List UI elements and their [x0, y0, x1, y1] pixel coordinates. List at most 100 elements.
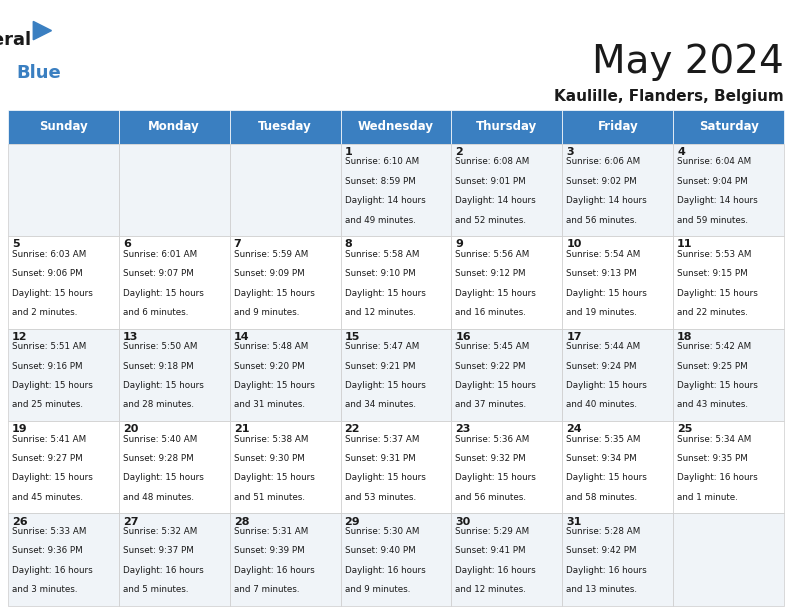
Text: Sunrise: 5:35 AM: Sunrise: 5:35 AM: [566, 435, 641, 444]
Text: Sunrise: 5:30 AM: Sunrise: 5:30 AM: [345, 527, 419, 536]
Text: Sunrise: 5:37 AM: Sunrise: 5:37 AM: [345, 435, 419, 444]
Text: and 52 minutes.: and 52 minutes.: [455, 215, 527, 225]
Text: and 7 minutes.: and 7 minutes.: [234, 585, 299, 594]
Text: Daylight: 16 hours: Daylight: 16 hours: [566, 565, 647, 575]
Text: Sunrise: 5:36 AM: Sunrise: 5:36 AM: [455, 435, 530, 444]
Text: 30: 30: [455, 517, 470, 526]
Text: Sunrise: 6:10 AM: Sunrise: 6:10 AM: [345, 157, 419, 166]
Text: and 40 minutes.: and 40 minutes.: [566, 400, 638, 409]
Text: Daylight: 14 hours: Daylight: 14 hours: [345, 196, 425, 205]
Text: Sunset: 9:07 PM: Sunset: 9:07 PM: [123, 269, 193, 278]
Text: and 28 minutes.: and 28 minutes.: [123, 400, 194, 409]
Text: Sunrise: 5:33 AM: Sunrise: 5:33 AM: [12, 527, 86, 536]
Text: Monday: Monday: [148, 121, 200, 133]
Text: 8: 8: [345, 239, 352, 249]
Text: Sunset: 9:32 PM: Sunset: 9:32 PM: [455, 454, 526, 463]
Text: Daylight: 15 hours: Daylight: 15 hours: [455, 288, 536, 297]
Text: Daylight: 15 hours: Daylight: 15 hours: [123, 473, 204, 482]
Text: and 9 minutes.: and 9 minutes.: [234, 308, 299, 317]
Text: Sunset: 9:42 PM: Sunset: 9:42 PM: [566, 547, 637, 555]
Text: Sunset: 9:28 PM: Sunset: 9:28 PM: [123, 454, 193, 463]
Text: 26: 26: [12, 517, 28, 526]
Text: 1: 1: [345, 147, 352, 157]
Text: Daylight: 15 hours: Daylight: 15 hours: [566, 473, 647, 482]
Text: and 12 minutes.: and 12 minutes.: [455, 585, 526, 594]
Text: Daylight: 15 hours: Daylight: 15 hours: [566, 381, 647, 390]
Text: and 5 minutes.: and 5 minutes.: [123, 585, 188, 594]
Text: Daylight: 16 hours: Daylight: 16 hours: [123, 565, 204, 575]
Text: and 13 minutes.: and 13 minutes.: [566, 585, 638, 594]
Text: and 31 minutes.: and 31 minutes.: [234, 400, 305, 409]
Text: Sunset: 9:18 PM: Sunset: 9:18 PM: [123, 362, 193, 370]
Text: and 56 minutes.: and 56 minutes.: [455, 493, 527, 502]
Text: Sunset: 9:31 PM: Sunset: 9:31 PM: [345, 454, 415, 463]
Text: Daylight: 16 hours: Daylight: 16 hours: [677, 473, 758, 482]
Text: Sunrise: 5:58 AM: Sunrise: 5:58 AM: [345, 250, 419, 259]
Text: Sunrise: 5:45 AM: Sunrise: 5:45 AM: [455, 342, 530, 351]
Text: 14: 14: [234, 332, 249, 341]
Text: Sunrise: 5:40 AM: Sunrise: 5:40 AM: [123, 435, 197, 444]
Text: Blue: Blue: [16, 64, 61, 82]
Text: Sunrise: 5:50 AM: Sunrise: 5:50 AM: [123, 342, 197, 351]
Text: and 6 minutes.: and 6 minutes.: [123, 308, 188, 317]
Text: Sunset: 9:24 PM: Sunset: 9:24 PM: [566, 362, 637, 370]
Text: 6: 6: [123, 239, 131, 249]
Text: Daylight: 15 hours: Daylight: 15 hours: [234, 288, 314, 297]
Text: and 49 minutes.: and 49 minutes.: [345, 215, 415, 225]
Text: and 45 minutes.: and 45 minutes.: [12, 493, 83, 502]
Text: Sunset: 9:36 PM: Sunset: 9:36 PM: [12, 547, 82, 555]
Text: Daylight: 15 hours: Daylight: 15 hours: [455, 381, 536, 390]
Text: Sunset: 9:25 PM: Sunset: 9:25 PM: [677, 362, 748, 370]
Text: Daylight: 16 hours: Daylight: 16 hours: [234, 565, 314, 575]
Text: and 2 minutes.: and 2 minutes.: [12, 308, 78, 317]
Text: 18: 18: [677, 332, 693, 341]
Text: Daylight: 15 hours: Daylight: 15 hours: [345, 473, 425, 482]
Text: 2: 2: [455, 147, 463, 157]
Text: Sunrise: 6:04 AM: Sunrise: 6:04 AM: [677, 157, 752, 166]
Text: Sunrise: 6:08 AM: Sunrise: 6:08 AM: [455, 157, 530, 166]
Text: Sunset: 9:16 PM: Sunset: 9:16 PM: [12, 362, 82, 370]
Text: and 34 minutes.: and 34 minutes.: [345, 400, 416, 409]
Text: Sunrise: 5:29 AM: Sunrise: 5:29 AM: [455, 527, 530, 536]
Text: and 43 minutes.: and 43 minutes.: [677, 400, 748, 409]
Text: 5: 5: [12, 239, 20, 249]
Text: Sunset: 9:27 PM: Sunset: 9:27 PM: [12, 454, 82, 463]
Text: 22: 22: [345, 424, 360, 434]
Text: and 56 minutes.: and 56 minutes.: [566, 215, 638, 225]
Text: Friday: Friday: [597, 121, 638, 133]
Text: Daylight: 14 hours: Daylight: 14 hours: [566, 196, 647, 205]
Text: Sunset: 9:30 PM: Sunset: 9:30 PM: [234, 454, 304, 463]
Text: Sunrise: 5:47 AM: Sunrise: 5:47 AM: [345, 342, 419, 351]
Text: Sunset: 9:01 PM: Sunset: 9:01 PM: [455, 177, 526, 185]
Text: and 22 minutes.: and 22 minutes.: [677, 308, 748, 317]
Text: Sunrise: 6:06 AM: Sunrise: 6:06 AM: [566, 157, 641, 166]
Text: 21: 21: [234, 424, 249, 434]
Text: 31: 31: [566, 517, 581, 526]
Text: 28: 28: [234, 517, 249, 526]
Text: Sunset: 9:13 PM: Sunset: 9:13 PM: [566, 269, 637, 278]
Text: Sunset: 9:39 PM: Sunset: 9:39 PM: [234, 547, 304, 555]
Text: Daylight: 15 hours: Daylight: 15 hours: [677, 288, 758, 297]
Text: and 1 minute.: and 1 minute.: [677, 493, 738, 502]
Text: and 19 minutes.: and 19 minutes.: [566, 308, 637, 317]
Text: 16: 16: [455, 332, 471, 341]
Text: Daylight: 15 hours: Daylight: 15 hours: [12, 473, 93, 482]
Text: Daylight: 15 hours: Daylight: 15 hours: [345, 381, 425, 390]
Text: Sunrise: 5:54 AM: Sunrise: 5:54 AM: [566, 250, 641, 259]
Text: 12: 12: [12, 332, 28, 341]
Text: and 3 minutes.: and 3 minutes.: [12, 585, 78, 594]
Text: Sunset: 9:40 PM: Sunset: 9:40 PM: [345, 547, 415, 555]
Text: Tuesday: Tuesday: [258, 121, 312, 133]
Text: and 51 minutes.: and 51 minutes.: [234, 493, 305, 502]
Text: Sunset: 9:10 PM: Sunset: 9:10 PM: [345, 269, 415, 278]
Text: Sunrise: 5:32 AM: Sunrise: 5:32 AM: [123, 527, 197, 536]
Text: 27: 27: [123, 517, 139, 526]
Text: May 2024: May 2024: [592, 43, 784, 81]
Text: General: General: [0, 31, 32, 48]
Text: Daylight: 15 hours: Daylight: 15 hours: [566, 288, 647, 297]
Text: and 16 minutes.: and 16 minutes.: [455, 308, 526, 317]
Text: and 9 minutes.: and 9 minutes.: [345, 585, 410, 594]
Text: Sunrise: 5:34 AM: Sunrise: 5:34 AM: [677, 435, 752, 444]
Text: Daylight: 14 hours: Daylight: 14 hours: [455, 196, 536, 205]
Text: Sunrise: 5:48 AM: Sunrise: 5:48 AM: [234, 342, 308, 351]
